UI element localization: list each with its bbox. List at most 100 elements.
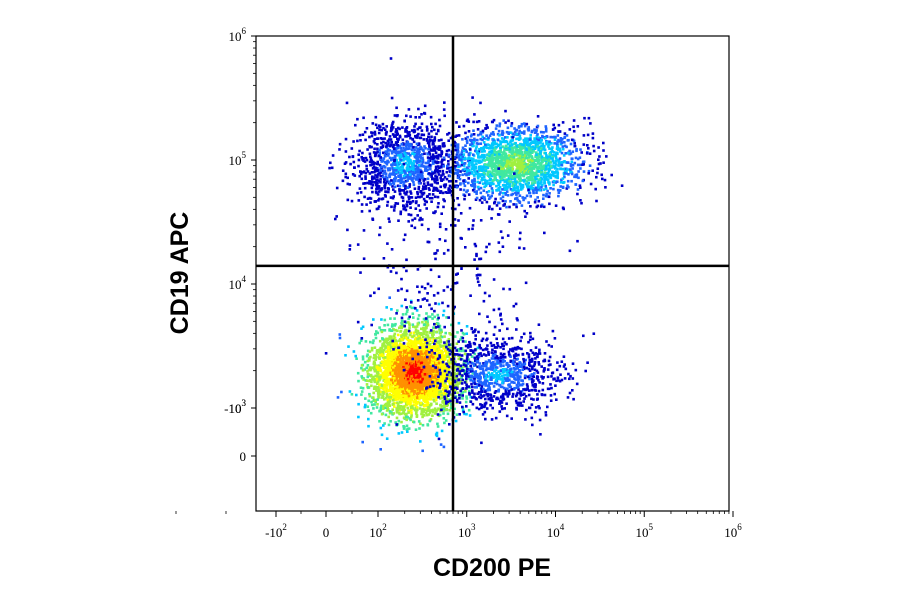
- scatter-point: [531, 423, 534, 427]
- scatter-point: [479, 375, 482, 379]
- scatter-point: [401, 380, 405, 384]
- scatter-point: [467, 408, 471, 412]
- scatter-point: [381, 350, 385, 354]
- scatter-point: [415, 309, 419, 312]
- scatter-point: [407, 371, 410, 375]
- scatter-point: [411, 378, 415, 381]
- scatter-point: [553, 377, 556, 380]
- scatter-point: [413, 125, 416, 128]
- scatter-point: [509, 348, 512, 351]
- scatter-point: [542, 370, 546, 373]
- scatter-point: [468, 368, 472, 371]
- scatter-point: [516, 376, 520, 379]
- scatter-point: [376, 398, 379, 401]
- scatter-point: [371, 177, 374, 181]
- scatter-point: [380, 384, 384, 387]
- scatter-point: [447, 163, 450, 166]
- scatter-point: [375, 367, 378, 370]
- scatter-point: [388, 389, 391, 393]
- scatter-point: [403, 412, 407, 416]
- scatter-point: [525, 366, 528, 370]
- scatter-point: [419, 350, 423, 353]
- scatter-point: [470, 367, 474, 371]
- scatter-point: [516, 318, 519, 322]
- scatter-point: [372, 356, 376, 360]
- scatter-point: [401, 372, 405, 375]
- scatter-point: [408, 358, 411, 361]
- scatter-point: [383, 318, 387, 322]
- scatter-point: [442, 388, 446, 391]
- scatter-point: [466, 362, 470, 365]
- scatter-point: [377, 131, 381, 135]
- scatter-point: [432, 149, 435, 152]
- scatter-point: [416, 322, 420, 325]
- scatter-point: [383, 177, 386, 181]
- scatter-point: [388, 381, 391, 384]
- scatter-point: [388, 378, 392, 382]
- scatter-point: [426, 334, 430, 337]
- scatter-point: [456, 331, 459, 334]
- scatter-point: [422, 133, 426, 137]
- scatter-point: [462, 365, 466, 368]
- scatter-point: [377, 396, 380, 399]
- scatter-point: [410, 170, 414, 173]
- scatter-point: [400, 408, 403, 411]
- scatter-point: [456, 367, 460, 371]
- scatter-point: [430, 175, 433, 178]
- scatter-point: [510, 370, 514, 374]
- scatter-point: [369, 368, 372, 372]
- scatter-point: [531, 384, 535, 387]
- scatter-point: [497, 389, 500, 393]
- scatter-point: [378, 377, 381, 380]
- scatter-point: [430, 374, 433, 378]
- scatter-point: [422, 177, 425, 181]
- scatter-point: [422, 383, 425, 387]
- scatter-point: [400, 349, 403, 352]
- scatter-point: [403, 151, 406, 155]
- scatter-point: [391, 402, 395, 406]
- scatter-point: [344, 354, 347, 357]
- scatter-point: [394, 328, 397, 332]
- scatter-point: [436, 168, 439, 172]
- scatter-point: [480, 403, 484, 407]
- scatter-point: [448, 399, 452, 403]
- scatter-point: [501, 355, 505, 359]
- scatter-point: [437, 375, 440, 379]
- scatter-point: [419, 403, 422, 407]
- scatter-point: [514, 399, 518, 403]
- scatter-point: [479, 347, 483, 350]
- scatter-point: [426, 156, 430, 159]
- scatter-point: [411, 407, 415, 410]
- scatter-point: [439, 328, 443, 332]
- scatter-point: [425, 363, 428, 367]
- scatter-point: [374, 336, 378, 340]
- scatter-point: [463, 349, 466, 353]
- scatter-point: [394, 370, 398, 374]
- scatter-point: [555, 368, 559, 372]
- scatter-point: [404, 394, 407, 398]
- scatter-point: [507, 383, 510, 387]
- scatter-point: [492, 375, 495, 378]
- scatter-point: [459, 389, 462, 393]
- scatter-point: [368, 196, 372, 200]
- scatter-point: [443, 381, 447, 385]
- scatter-point: [384, 384, 387, 387]
- scatter-point: [419, 377, 423, 381]
- scatter-point: [409, 206, 412, 209]
- scatter-point: [420, 223, 424, 227]
- scatter-point: [472, 341, 476, 345]
- scatter-point: [457, 349, 461, 353]
- scatter-point: [374, 358, 377, 362]
- scatter-point: [453, 160, 456, 164]
- scatter-point: [391, 120, 395, 124]
- scatter-point: [356, 139, 359, 143]
- scatter-point: [490, 374, 494, 378]
- scatter-point: [384, 359, 387, 363]
- scatter-point: [575, 382, 579, 386]
- scatter-point: [515, 328, 518, 331]
- scatter-point: [370, 384, 373, 388]
- scatter-point: [465, 366, 469, 369]
- scatter-point: [433, 342, 436, 346]
- scatter-point: [435, 330, 439, 334]
- scatter-point: [496, 359, 499, 363]
